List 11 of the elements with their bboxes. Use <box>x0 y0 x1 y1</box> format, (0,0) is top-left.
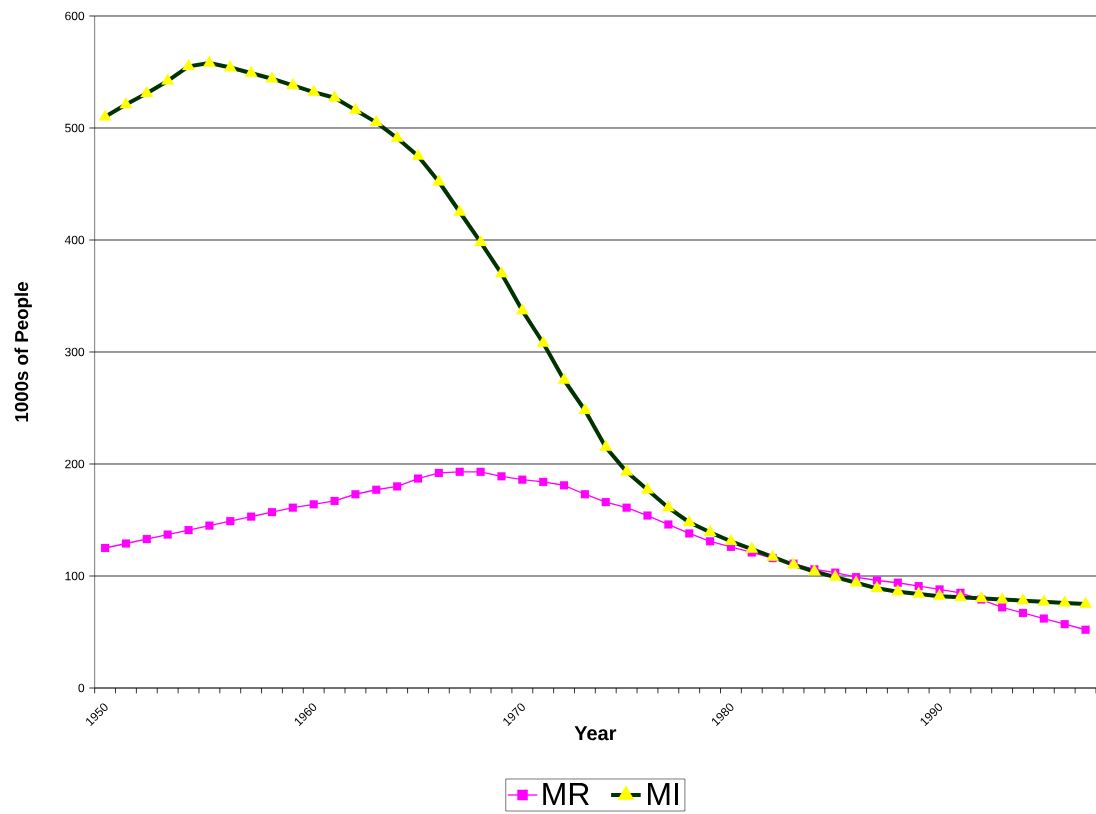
y-tick-label: 400 <box>64 235 85 245</box>
y-tick-label: 300 <box>65 347 85 357</box>
y-tick-label: 600 <box>65 11 85 21</box>
x-axis-title: Year <box>574 726 617 741</box>
y-tick-label: 200 <box>65 459 85 469</box>
y-axis-title: 1000s of People <box>14 282 32 422</box>
y-tick-label: 100 <box>65 571 85 581</box>
legend-label: MI <box>648 782 678 805</box>
y-tick-label: 500 <box>65 123 85 133</box>
legend-label: MR <box>543 782 589 805</box>
y-tick-label: 0 <box>78 683 85 693</box>
